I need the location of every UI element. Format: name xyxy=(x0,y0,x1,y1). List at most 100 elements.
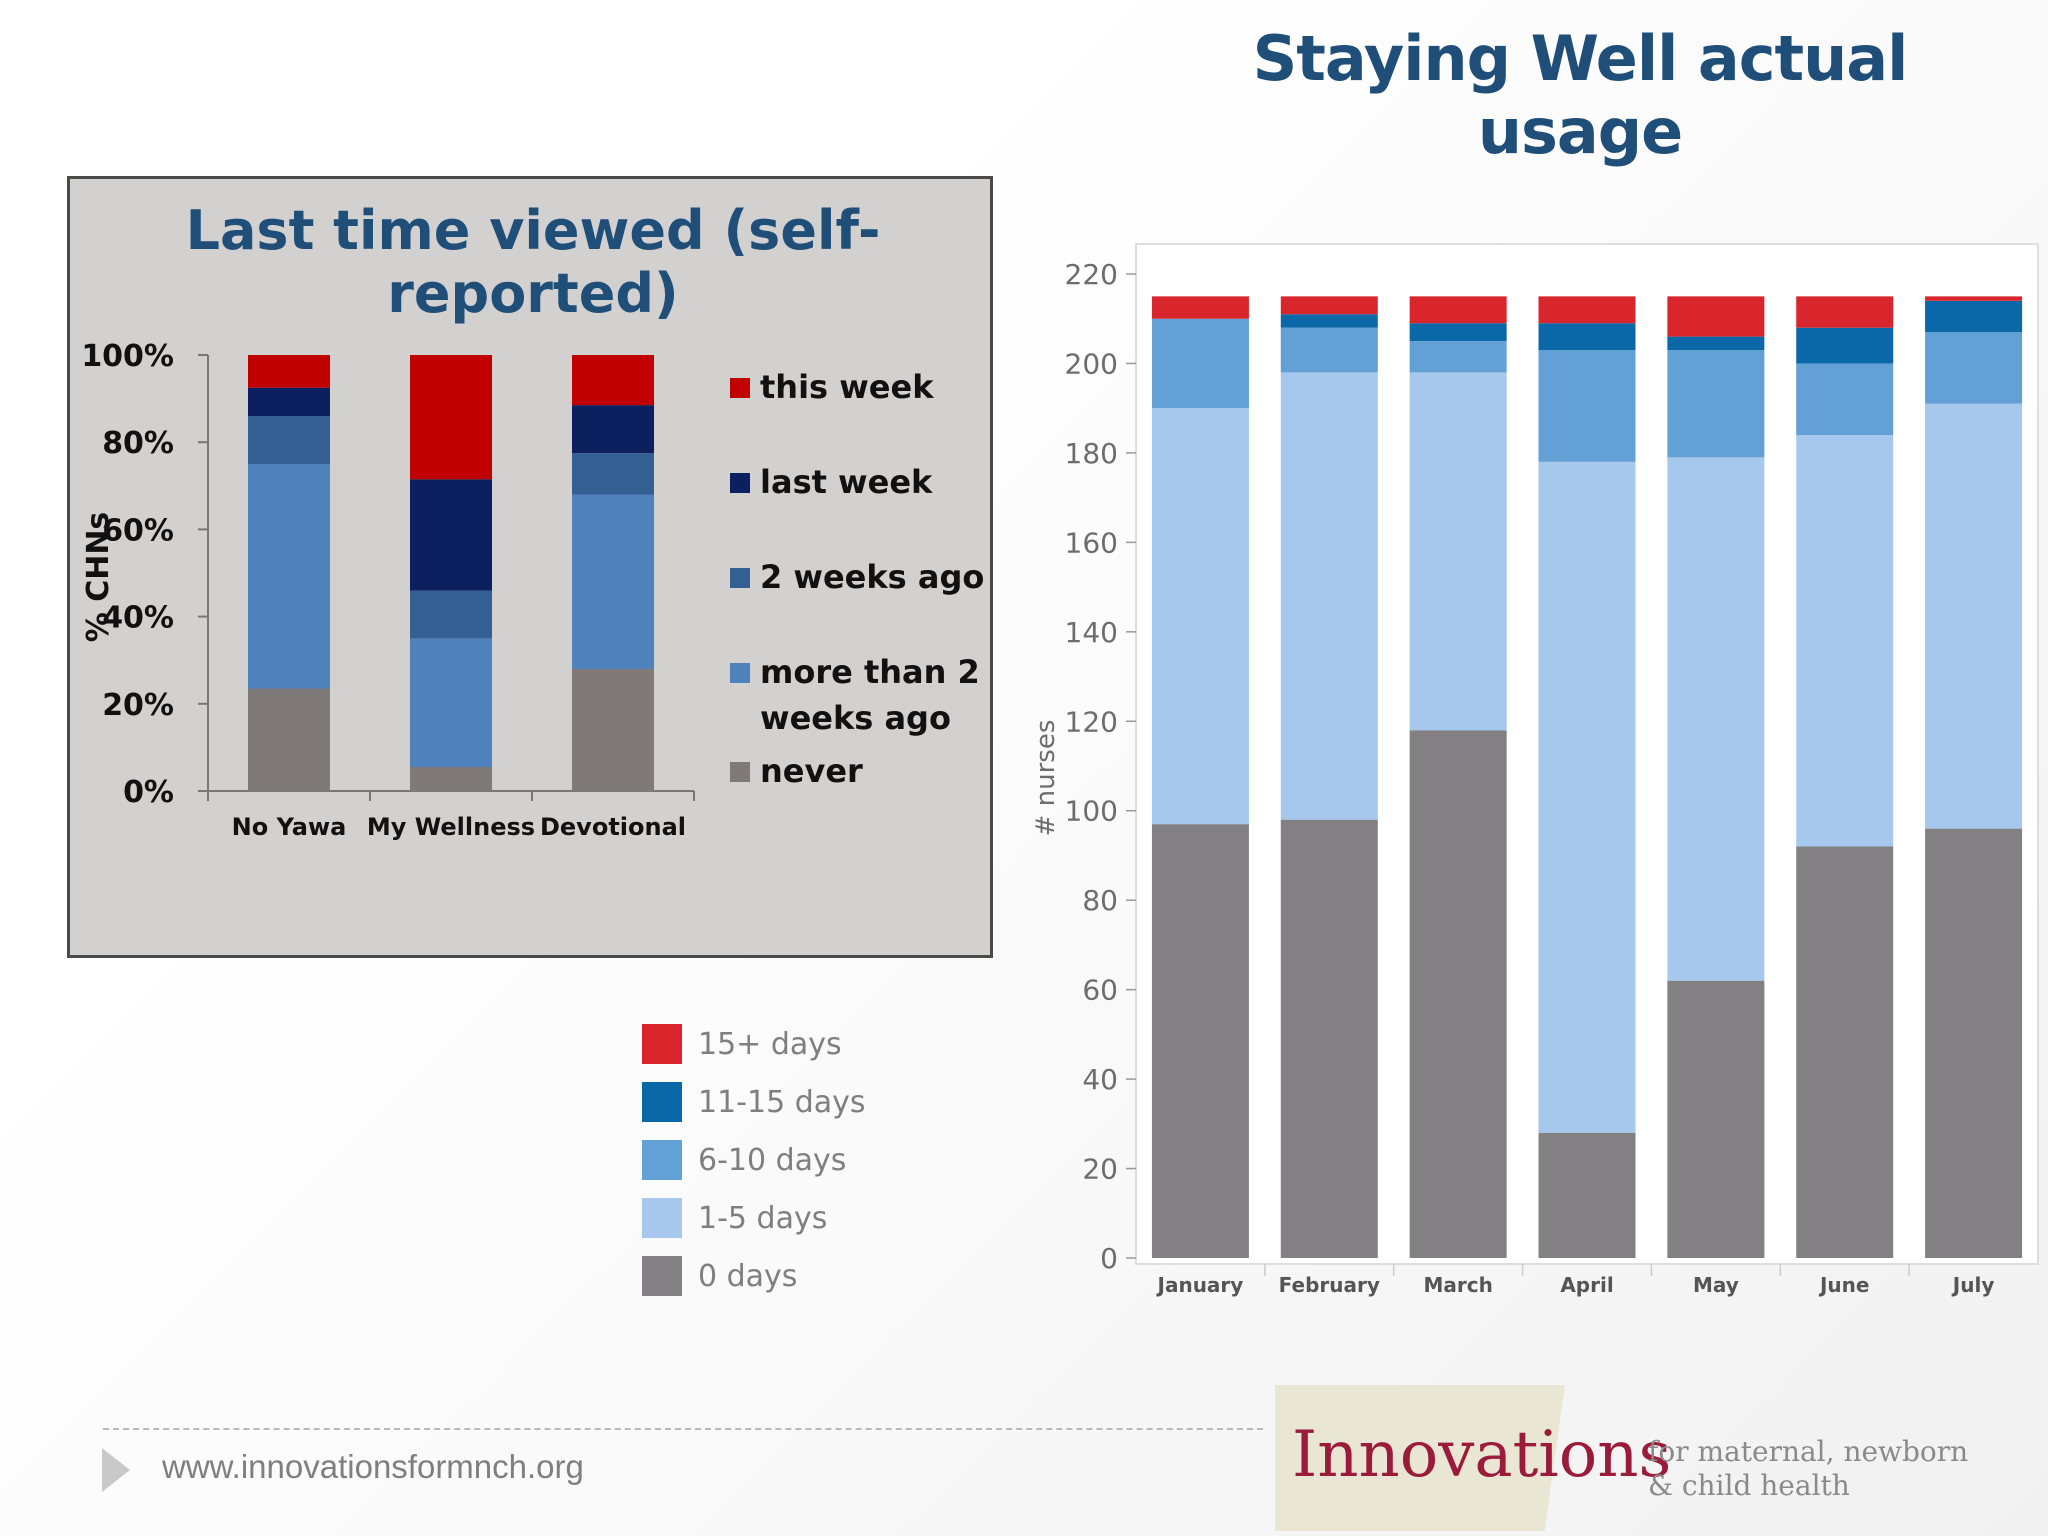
legend-item-15-days: 15+ days xyxy=(642,1015,972,1073)
y-tick-label: 180 xyxy=(1065,437,1118,470)
bar-segment-june-0-days xyxy=(1796,846,1894,1258)
y-tick-label: 220 xyxy=(1065,258,1118,291)
bar-segment-may-11-15-days xyxy=(1667,336,1765,351)
actual-usage-chart: 0 20 40 60 80 100 120 140 160 180 200 220 January Feb… xyxy=(1031,243,2039,1297)
bar-segment-march-11-15-days xyxy=(1409,323,1507,342)
y-tick-label: 20% xyxy=(102,688,174,723)
bar-segment-february-15-days xyxy=(1280,296,1378,315)
bar-segment-april-11-15-days xyxy=(1538,323,1636,351)
legend-label: 0 days xyxy=(698,1258,798,1294)
footer-divider xyxy=(103,1428,1263,1430)
bar-segment-my-wellness-last-week xyxy=(410,479,492,591)
bar-segment-june-15-days xyxy=(1796,296,1894,328)
bar-segment-may-1-5-days xyxy=(1667,457,1765,981)
logo-background xyxy=(1275,1385,1565,1531)
logo-wordmark: Innovations xyxy=(1292,1418,1672,1492)
legend-label: last week xyxy=(760,463,933,501)
x-tick-label: My Wellness xyxy=(367,813,535,841)
x-tick-label: June xyxy=(1818,1273,1869,1297)
slide-title: Staying Well actual usage xyxy=(1252,22,1909,168)
legend-swatch xyxy=(642,1140,682,1180)
bar-segment-march-15-days xyxy=(1409,296,1507,324)
bar-segment-no-yawa-never xyxy=(248,688,330,791)
bar-segment-my-wellness-never xyxy=(410,767,492,791)
bar-segment-january-1-5-days xyxy=(1151,408,1249,825)
legend-label: 2 weeks ago xyxy=(760,558,984,596)
self-reported-chart-panel: Last time viewed (self-reported) 0% 20% 40… xyxy=(67,176,993,958)
y-tick-label: 60 xyxy=(1082,974,1118,1007)
bar-segment-april-6-10-days xyxy=(1538,350,1636,462)
self-reported-chart: 0% 20% 40% 60% 80% 100% No Yawa My Wellness Devo… xyxy=(81,339,984,841)
bar-segment-july-15-days xyxy=(1925,296,2023,301)
bar-segment-no-yawa-last-week xyxy=(248,387,330,417)
actual-usage-legend: 15+ days 11-15 days 6-10 days 1-5 days 0 day… xyxy=(642,1015,972,1305)
legend-swatch-2-weeks-ago xyxy=(730,568,750,588)
y-tick-label: 200 xyxy=(1065,347,1118,380)
legend-label-line2: weeks ago xyxy=(760,699,951,737)
bar-segment-devotional-2-weeks-ago xyxy=(572,453,654,495)
y-tick-label: 80 xyxy=(1082,884,1118,917)
bar-segment-devotional-this-week xyxy=(572,355,654,406)
bar-segment-july-11-15-days xyxy=(1925,300,2023,333)
y-tick-label: 0 xyxy=(1100,1242,1118,1275)
bar-segment-april-1-5-days xyxy=(1538,461,1636,1133)
play-arrow-icon xyxy=(102,1448,130,1492)
x-tick-label: March xyxy=(1423,1273,1492,1297)
y-tick-label: 160 xyxy=(1065,526,1118,559)
bar-segment-may-15-days xyxy=(1667,296,1765,337)
bar-segment-june-1-5-days xyxy=(1796,435,1894,847)
bar-segment-february-0-days xyxy=(1280,819,1378,1258)
legend-swatch xyxy=(642,1198,682,1238)
bar-segment-my-wellness-2-weeks-ago xyxy=(410,590,492,639)
bar-segment-july-0-days xyxy=(1925,828,2023,1258)
bar-segment-april-0-days xyxy=(1538,1132,1636,1258)
bar-segment-february-11-15-days xyxy=(1280,314,1378,328)
x-tick-label: No Yawa xyxy=(232,813,347,841)
legend-label: 6-10 days xyxy=(698,1142,847,1178)
bar-segment-march-0-days xyxy=(1409,730,1507,1258)
logo-tagline-line2: & child health xyxy=(1648,1469,1850,1502)
bar-segment-february-6-10-days xyxy=(1280,327,1378,373)
bar-segment-july-6-10-days xyxy=(1925,332,2023,404)
legend-label: 15+ days xyxy=(698,1026,842,1062)
bar-segment-devotional-last-week xyxy=(572,405,654,454)
bar-segment-january-15-days xyxy=(1151,296,1249,319)
legend-swatch-this-week xyxy=(730,378,750,398)
bar-segment-my-wellness-more-than-2-weeks-ago xyxy=(410,638,492,768)
legend-item-11-15-days: 11-15 days xyxy=(642,1073,972,1131)
legend-label: 1-5 days xyxy=(698,1200,828,1236)
x-tick-label: May xyxy=(1693,1273,1739,1297)
bar-segment-june-6-10-days xyxy=(1796,363,1894,436)
bar-segment-devotional-never xyxy=(572,668,654,791)
x-tick-label: February xyxy=(1279,1273,1380,1297)
y-axis-label: # nurses xyxy=(1031,720,1061,837)
legend-swatch-more-than-2 xyxy=(730,663,750,683)
x-tick-label: Devotional xyxy=(540,813,686,841)
bar-segment-february-1-5-days xyxy=(1280,372,1378,820)
y-tick-label: 20 xyxy=(1082,1153,1118,1186)
bar-segment-january-0-days xyxy=(1151,824,1249,1258)
bar-segment-no-yawa-2-weeks-ago xyxy=(248,416,330,464)
legend-label: more than 2 xyxy=(760,653,980,691)
y-axis-label: % CHNs xyxy=(81,512,116,643)
legend-swatch xyxy=(642,1082,682,1122)
x-tick-label: April xyxy=(1560,1273,1613,1297)
bar-segment-may-0-days xyxy=(1667,980,1765,1258)
y-tick-label: 0% xyxy=(123,775,174,810)
bar-segment-march-6-10-days xyxy=(1409,341,1507,373)
bar-segment-june-11-15-days xyxy=(1796,327,1894,364)
logo-tagline-line1: for maternal, newborn xyxy=(1648,1435,1969,1468)
y-tick-label: 140 xyxy=(1065,616,1118,649)
bar-segment-my-wellness-this-week xyxy=(410,355,492,480)
legend-swatch xyxy=(642,1024,682,1064)
y-tick-label: 120 xyxy=(1065,705,1118,738)
legend-swatch xyxy=(642,1256,682,1296)
bar-segment-april-15-days xyxy=(1538,296,1636,324)
bar-segment-march-1-5-days xyxy=(1409,372,1507,731)
y-tick-label: 80% xyxy=(102,426,174,461)
legend-item-0-days: 0 days xyxy=(642,1247,972,1305)
legend-label: 11-15 days xyxy=(698,1084,866,1120)
bar-segment-july-1-5-days xyxy=(1925,403,2023,829)
bar-segment-no-yawa-more-than-2-weeks-ago xyxy=(248,464,330,689)
footer-url[interactable]: www.innovationsformnch.org xyxy=(162,1448,584,1485)
